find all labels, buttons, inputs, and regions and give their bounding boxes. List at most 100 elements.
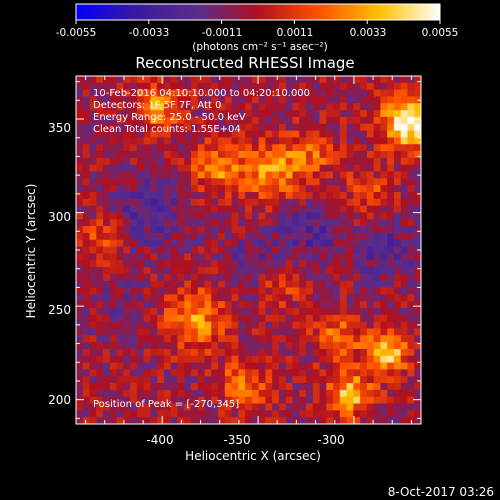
heatmap-cell xyxy=(380,287,388,295)
heatmap-cell xyxy=(191,151,199,159)
heatmap-cell xyxy=(76,335,84,343)
heatmap-cell xyxy=(333,157,341,166)
heatmap-cell xyxy=(116,76,124,84)
heatmap-cell xyxy=(238,185,246,193)
heatmap-cell xyxy=(339,417,347,425)
heatmap-cell xyxy=(109,137,117,145)
heatmap-cell xyxy=(299,198,307,207)
heatmap-cell xyxy=(177,287,185,295)
heatmap-cell xyxy=(312,321,320,329)
heatmap-cell xyxy=(170,287,178,295)
heatmap-cell xyxy=(306,137,314,145)
heatmap-cell xyxy=(285,396,293,404)
heatmap-cell xyxy=(231,144,239,152)
heatmap-cell xyxy=(96,96,104,104)
heatmap-cell xyxy=(89,335,97,343)
heatmap-cell xyxy=(116,123,124,131)
heatmap-cell xyxy=(292,301,300,309)
heatmap-cell xyxy=(346,328,354,336)
heatmap-cell xyxy=(123,116,131,125)
heatmap-cell xyxy=(319,376,327,384)
heatmap-cell xyxy=(380,369,388,377)
heatmap-cell xyxy=(360,144,368,152)
heatmap-cell xyxy=(177,219,185,227)
heatmap-cell xyxy=(89,328,97,336)
heatmap-cell xyxy=(373,205,381,213)
heatmap-cell xyxy=(116,280,124,288)
heatmap-cell xyxy=(109,260,117,268)
heatmap-cell xyxy=(326,164,334,172)
heatmap-cell xyxy=(319,89,327,97)
heatmap-cell xyxy=(292,362,300,370)
heatmap-cell xyxy=(136,123,145,131)
heatmap-cell xyxy=(211,383,219,391)
heatmap-cell xyxy=(292,369,300,377)
heatmap-cell xyxy=(299,260,307,268)
heatmap-cell xyxy=(346,301,354,309)
heatmap-cell xyxy=(184,403,192,411)
heatmap-cell xyxy=(299,157,307,166)
heatmap-cell xyxy=(319,192,327,200)
heatmap-cell xyxy=(130,308,138,316)
heatmap-cell xyxy=(191,205,199,213)
heatmap-cell xyxy=(238,103,246,111)
heatmap-cell xyxy=(360,246,368,254)
heatmap-cell xyxy=(333,369,341,377)
heatmap-cell xyxy=(231,376,239,384)
heatmap-cell xyxy=(218,403,226,411)
heatmap-cell xyxy=(251,410,260,418)
heatmap-cell xyxy=(103,342,111,350)
heatmap-cell xyxy=(333,192,341,200)
heatmap-cell xyxy=(103,410,111,418)
heatmap-cell xyxy=(177,376,185,384)
heatmap-cell xyxy=(184,267,192,275)
heatmap-cell xyxy=(163,267,172,275)
heatmap-cell xyxy=(285,76,293,84)
heatmap-cell xyxy=(278,321,287,329)
heatmap-cell xyxy=(299,410,307,418)
heatmap-cell xyxy=(414,239,422,247)
heatmap-cell xyxy=(312,192,320,200)
heatmap-cell xyxy=(387,273,395,282)
heatmap-cell xyxy=(319,267,327,275)
heatmap-cell xyxy=(204,185,212,193)
heatmap-cell xyxy=(380,185,388,193)
heatmap-cell xyxy=(231,410,239,418)
heatmap-cell xyxy=(109,321,117,329)
heatmap-cell xyxy=(353,253,361,261)
heatmap-cell xyxy=(312,328,320,336)
heatmap-cell xyxy=(400,198,408,207)
heatmap-cell xyxy=(312,157,320,166)
heatmap-cell xyxy=(157,151,165,159)
heatmap-cell xyxy=(333,123,341,131)
heatmap-cell xyxy=(414,137,422,145)
heatmap-cell xyxy=(407,342,415,350)
heatmap-cell xyxy=(143,123,151,131)
heatmap-cell xyxy=(224,219,232,227)
heatmap-cell xyxy=(258,362,266,370)
heatmap-cell xyxy=(414,130,422,138)
heatmap-cell xyxy=(238,205,246,213)
heatmap-cell xyxy=(373,232,381,241)
heatmap-cell xyxy=(89,348,97,357)
heatmap-cell xyxy=(116,260,124,268)
heatmap-cell xyxy=(299,185,307,193)
heatmap-cell xyxy=(170,335,178,343)
heatmap-cell xyxy=(136,287,145,295)
heatmap-cell xyxy=(306,110,314,118)
heatmap-cell xyxy=(272,417,280,425)
heatmap-cell xyxy=(143,267,151,275)
heatmap-cell xyxy=(82,294,90,302)
heatmap-cell xyxy=(82,103,90,111)
heatmap-cell xyxy=(96,260,104,268)
heatmap-cell xyxy=(373,130,381,138)
heatmap-cell xyxy=(353,417,361,425)
heatmap-cell xyxy=(218,260,226,268)
heatmap-cell xyxy=(130,96,138,104)
heatmap-cell xyxy=(204,314,212,323)
heatmap-cell xyxy=(360,403,368,411)
heatmap-cell xyxy=(407,89,415,97)
heatmap-cell xyxy=(136,198,145,207)
heatmap-cell xyxy=(312,376,320,384)
heatmap-cell xyxy=(353,239,361,247)
